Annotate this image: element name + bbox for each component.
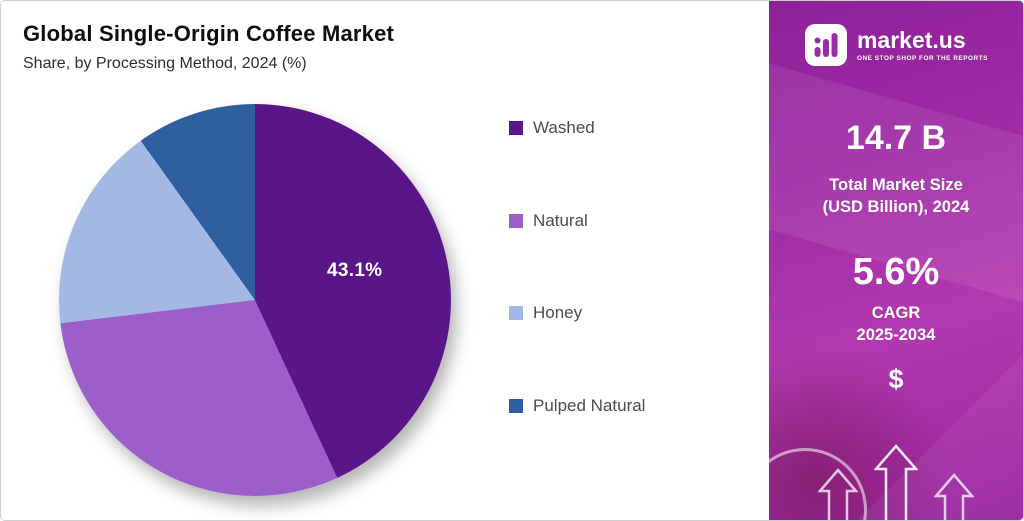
legend-item: Washed (509, 118, 645, 138)
legend-swatch (509, 398, 523, 413)
legend-label: Honey (533, 303, 583, 323)
page-title: Global Single-Origin Coffee Market (23, 21, 395, 46)
growth-arrows (818, 444, 974, 520)
legend-label: Pulped Natural (533, 395, 646, 415)
cagr-value: 5.6% (852, 250, 940, 293)
chart-legend: Washed Natural Honey Pulped Natural (509, 118, 645, 416)
legend-item: Pulped Natural (509, 396, 645, 416)
brand-logo: market.us One Stop Shop For The Reports (804, 23, 988, 67)
up-arrow-icon (818, 468, 858, 520)
legend-swatch (509, 121, 523, 135)
cagr-label: CAGR 2025-2034 (856, 303, 936, 344)
marketus-logo-icon (804, 24, 847, 66)
pie-chart-wrap: 43.1% (59, 104, 451, 496)
page-subtitle: Share, by Processing Method, 2024 (%) (23, 55, 307, 72)
legend-swatch (509, 306, 523, 321)
brand-text: market.us One Stop Shop For The Reports (856, 26, 988, 62)
brand-sidebar: market.us One Stop Shop For The Reports … (769, 1, 1023, 520)
brand-name: market.us (856, 26, 966, 53)
pie-value-label: 43.1% (327, 260, 383, 281)
up-arrow-icon (874, 444, 918, 520)
market-size-value: 14.7 B (845, 119, 947, 157)
pie-chart (59, 104, 451, 496)
legend-label: Natural (533, 210, 588, 230)
market-size-label: Total Market Size (USD Billion), 2024 (822, 176, 970, 217)
up-arrow-icon (934, 473, 974, 520)
dollar-icon: $ (888, 364, 904, 395)
brand-tagline: One Stop Shop For The Reports (856, 54, 988, 62)
chart-panel: Global Single-Origin Coffee Market Share… (1, 1, 769, 520)
legend-item: Honey (509, 303, 645, 323)
legend-label: Washed (533, 118, 595, 137)
legend-swatch (509, 213, 523, 228)
legend-item: Natural (509, 211, 645, 231)
